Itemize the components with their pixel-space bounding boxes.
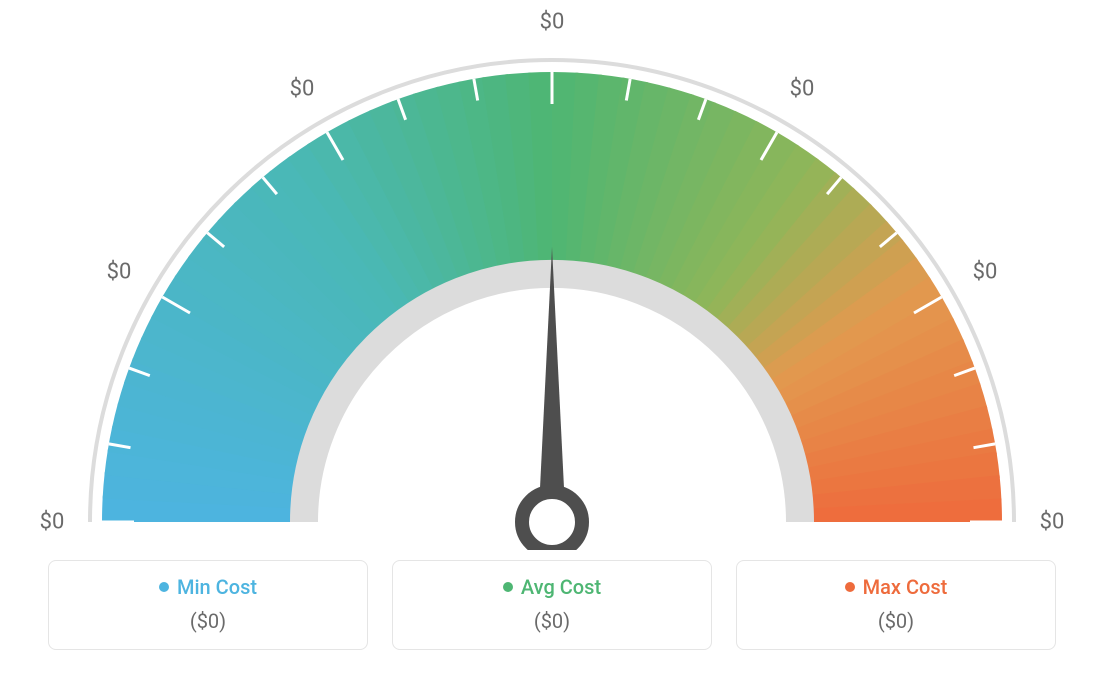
legend-card-max: Max Cost ($0) <box>736 560 1056 650</box>
legend-max-label: Max Cost <box>863 575 948 599</box>
gauge-tick-label: $0 <box>290 76 315 101</box>
legend-min-title: Min Cost <box>159 575 257 599</box>
gauge-tick-label: $0 <box>540 10 565 35</box>
legend-avg-value: ($0) <box>393 609 711 633</box>
legend-max-value: ($0) <box>737 609 1055 633</box>
legend-min-dot <box>159 582 169 592</box>
legend-min-value: ($0) <box>49 609 367 633</box>
gauge-chart: $0 $0 $0 $0 $0 $0 $0 <box>0 0 1104 550</box>
gauge-tick-label: $0 <box>40 510 65 535</box>
gauge-tick-label: $0 <box>1040 510 1065 535</box>
gauge-svg <box>0 0 1104 550</box>
legend-avg-title: Avg Cost <box>503 575 601 599</box>
legend-avg-dot <box>503 582 513 592</box>
gauge-tick-label: $0 <box>973 260 998 285</box>
legend-card-min: Min Cost ($0) <box>48 560 368 650</box>
legend-row: Min Cost ($0) Avg Cost ($0) Max Cost ($0… <box>0 560 1104 650</box>
gauge-tick-label: $0 <box>790 76 815 101</box>
legend-max-title: Max Cost <box>845 575 948 599</box>
legend-avg-label: Avg Cost <box>521 575 601 599</box>
legend-min-label: Min Cost <box>177 575 257 599</box>
legend-max-dot <box>845 582 855 592</box>
legend-card-avg: Avg Cost ($0) <box>392 560 712 650</box>
gauge-tick-label: $0 <box>107 260 132 285</box>
